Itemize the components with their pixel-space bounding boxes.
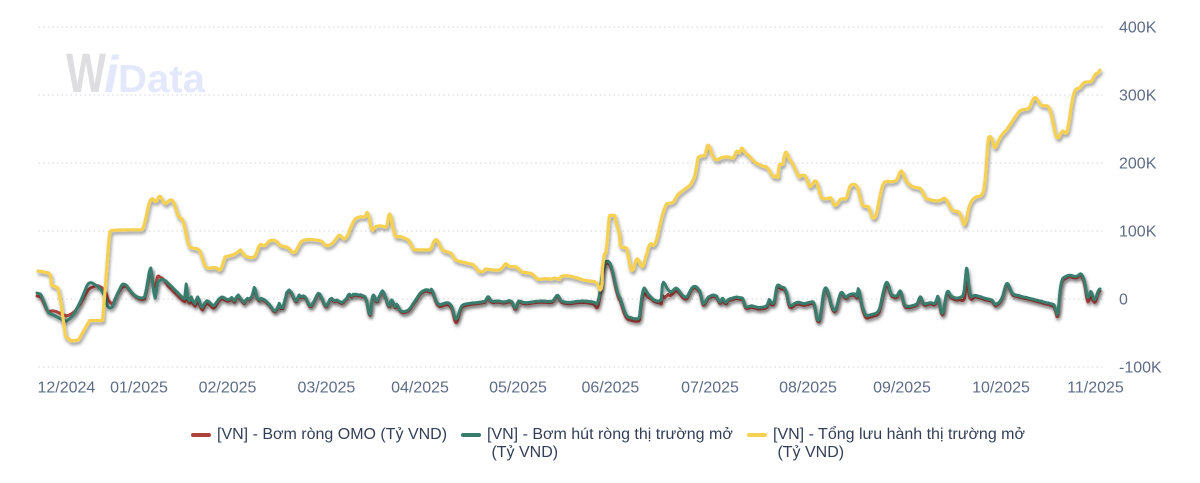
svg-text:02/2025: 02/2025: [199, 380, 257, 397]
svg-text:-100K: -100K: [1119, 360, 1162, 377]
svg-text:09/2025: 09/2025: [873, 380, 931, 397]
svg-text:08/2025: 08/2025: [779, 380, 837, 397]
svg-text:100K: 100K: [1119, 224, 1157, 241]
svg-text:W: W: [66, 41, 106, 104]
svg-text:12/2024: 12/2024: [37, 380, 95, 397]
svg-text:01/2025: 01/2025: [110, 380, 168, 397]
svg-text:06/2025: 06/2025: [581, 380, 639, 397]
svg-text:03/2025: 03/2025: [297, 380, 355, 397]
svg-text:Data: Data: [118, 58, 205, 101]
svg-text:400K: 400K: [1119, 20, 1157, 37]
svg-text:07/2025: 07/2025: [681, 380, 739, 397]
svg-text:200K: 200K: [1119, 156, 1157, 173]
svg-text:04/2025: 04/2025: [391, 380, 449, 397]
svg-text:05/2025: 05/2025: [489, 380, 547, 397]
svg-text:300K: 300K: [1119, 88, 1157, 105]
svg-text:11/2025: 11/2025: [1067, 380, 1124, 397]
svg-text:10/2025: 10/2025: [972, 380, 1030, 397]
svg-text:0: 0: [1119, 292, 1128, 309]
svg-text:i: i: [104, 46, 120, 104]
